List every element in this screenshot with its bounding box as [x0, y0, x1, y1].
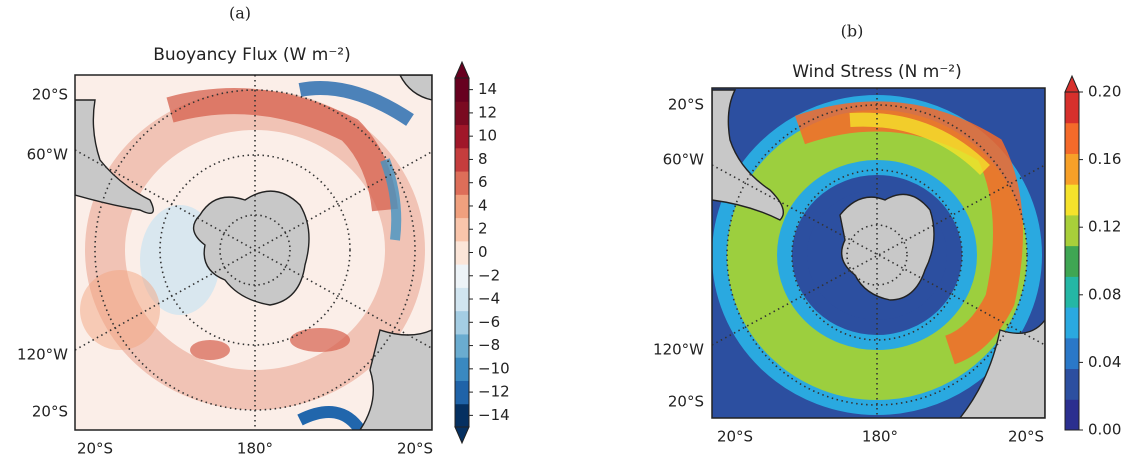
colorbar-tick-label: 0 [478, 243, 488, 261]
panel-label: (b) [841, 22, 864, 41]
axis-label: 180° [862, 428, 898, 446]
colorbar-band [1065, 368, 1079, 400]
colorbar-band [1065, 92, 1079, 124]
colorbar-tick-label: −14 [478, 406, 510, 424]
colorbar-tick-label: −6 [478, 313, 500, 331]
axis-label: 120°W [653, 341, 704, 359]
colorbar-band [455, 380, 469, 405]
axis-label: 20°S [668, 96, 704, 114]
panel-label: (a) [229, 4, 251, 23]
map-a [75, 75, 432, 430]
panel-title: Buoyancy Flux (W m⁻²) [153, 45, 350, 65]
axis-label: 20°S [668, 393, 704, 411]
axis-label: 60°W [27, 146, 69, 164]
colorbar-band [1065, 122, 1079, 154]
colorbar-band [1065, 337, 1079, 370]
colorbar-tick-label: 8 [478, 150, 488, 168]
axis-label: 20°S [717, 428, 753, 446]
axis-label: 180° [237, 440, 273, 458]
colorbar-tick-label: −8 [478, 336, 500, 354]
map-b [712, 88, 1045, 418]
colorbar-band [1065, 276, 1079, 308]
colorbar-extend [1064, 74, 1080, 93]
colorbar-band [455, 287, 469, 312]
colorbar-band [1065, 245, 1079, 277]
axis-label: 20°S [32, 86, 68, 104]
colorbar-tick-label: 0.12 [1088, 218, 1121, 236]
colorbar-band [455, 101, 469, 126]
colorbar-tick-label: 0.16 [1088, 150, 1121, 168]
colorbar-band [455, 124, 469, 149]
colorbar-tick-label: 2 [478, 220, 488, 238]
colorbar-tick-label: 0.00 [1088, 421, 1121, 439]
colorbar-band [455, 194, 469, 219]
colorbar-tick-label: 6 [478, 173, 488, 191]
colorbar-band [455, 333, 469, 358]
colorbar-frame [1064, 91, 1080, 431]
colorbar-tick-label: 0.04 [1088, 353, 1121, 371]
axis-label: 60°W [663, 151, 705, 169]
colorbar-band [455, 403, 469, 428]
colorbar-tick-label: −10 [478, 359, 510, 377]
axis-label: 20°S [1008, 428, 1044, 446]
colorbar-tick-label: 10 [478, 127, 497, 145]
colorbar-tick-label: −4 [478, 290, 500, 308]
colorbar-tick-label: 0.20 [1088, 83, 1121, 101]
colorbar-band [455, 217, 469, 242]
colorbar-tick-label: −2 [478, 266, 500, 284]
axis-label: 20°S [397, 440, 433, 458]
colorbar-band [1065, 184, 1079, 216]
colorbar-band [455, 310, 469, 335]
colorbar-tick-label: 12 [478, 103, 497, 121]
axis-label: 20°S [77, 440, 113, 458]
colorbar-band [455, 147, 469, 172]
colorbar-tick-label: −12 [478, 383, 510, 401]
colorbar-band [455, 264, 469, 288]
colorbar-extend [454, 426, 470, 445]
map-frame [74, 74, 433, 431]
panel-title: Wind Stress (N m⁻²) [792, 62, 962, 82]
colorbar-tick-label: 14 [478, 80, 497, 98]
colorbar-band [1065, 153, 1079, 185]
axis-label: 20°S [32, 403, 68, 421]
colorbar-band [455, 357, 469, 381]
colorbar-tick-label: 0.08 [1088, 285, 1121, 303]
colorbar-band [1065, 214, 1079, 247]
axis-label: 120°W [17, 346, 68, 364]
colorbar-band [455, 171, 469, 195]
colorbar-tick-label: 4 [478, 196, 488, 214]
colorbar-band [1065, 399, 1079, 431]
map-frame [711, 87, 1046, 419]
colorbar-extend [454, 60, 470, 79]
colorbar-band [455, 78, 469, 102]
colorbar-band [1065, 307, 1079, 339]
colorbar-band [455, 240, 469, 265]
